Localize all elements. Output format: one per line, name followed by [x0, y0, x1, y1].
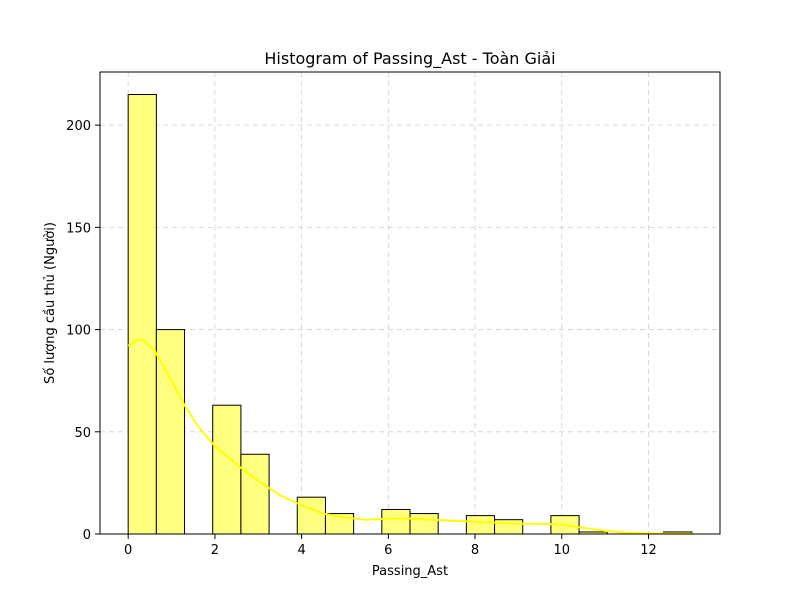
x-tick-label: 6 [384, 543, 392, 558]
histogram-bar [240, 453, 270, 535]
y-tick-label: 0 [83, 528, 91, 543]
histogram-bar [296, 496, 326, 535]
x-tick-label: 2 [211, 543, 219, 558]
x-tick-label: 0 [124, 543, 132, 558]
plot-frame [99, 71, 721, 535]
histogram-bar [494, 519, 524, 535]
x-tick-label: 10 [553, 543, 570, 558]
y-axis-label: Số lượng cầu thủ (Người) [43, 222, 58, 384]
histogram-bar [127, 93, 157, 535]
grid-lines [100, 72, 720, 535]
y-tick-label: 200 [66, 119, 91, 134]
histogram-bars [127, 93, 693, 535]
y-tick-label: 100 [66, 324, 91, 339]
x-tick-label: 12 [640, 543, 657, 558]
histogram-bar [465, 515, 496, 535]
x-tick-label: 8 [471, 543, 479, 558]
histogram-bar [381, 508, 411, 535]
histogram-bar [409, 513, 439, 535]
x-tick-label: 4 [297, 543, 305, 558]
axis-ticks: 0 2 4 6 8 10 12 0 50 100 150 200 [66, 119, 657, 558]
histogram-bar [212, 404, 242, 535]
y-tick-label: 50 [74, 426, 91, 441]
chart-title: Histogram of Passing_Ast - Toàn Giải [264, 49, 555, 69]
x-axis-label: Passing_Ast [372, 564, 448, 579]
histogram-bar [155, 329, 186, 535]
y-tick-label: 150 [66, 221, 91, 236]
kde-curve [127, 338, 692, 535]
